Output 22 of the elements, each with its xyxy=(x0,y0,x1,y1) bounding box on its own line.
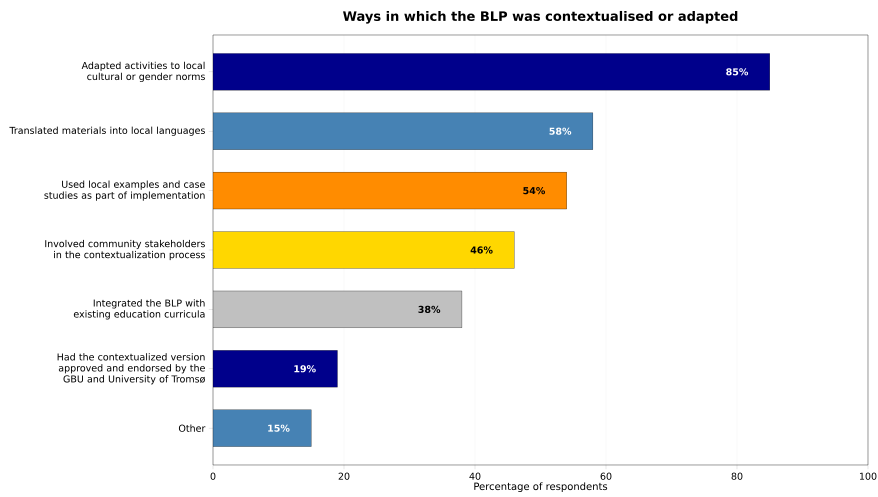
y-tick-label: Had the contextualized version approved and endorsed by the GBU and University of Tromsø xyxy=(58,353,206,384)
data-label: 58% xyxy=(550,128,572,135)
data-label: 15% xyxy=(268,424,290,432)
y-tick-label: Translated materials into local languages xyxy=(9,126,205,136)
x-tick-label: 20 xyxy=(338,472,350,480)
data-label: 38% xyxy=(418,306,440,313)
y-tick-label: Adapted activities to local cultural or gender norms xyxy=(82,62,205,82)
chart-title: Ways in which the BLP was contextualised or adapted xyxy=(343,10,738,24)
y-tick-label: Used local examples and case studies as part of implementation xyxy=(44,180,205,201)
data-label: 46% xyxy=(470,246,493,254)
x-tick-label: 40 xyxy=(469,472,480,480)
y-tick-label: Integrated the BLP with existing education curricula xyxy=(74,299,205,320)
data-label: 19% xyxy=(294,365,316,372)
x-tick-label: 60 xyxy=(600,472,612,480)
y-tick-label: Other xyxy=(178,424,206,432)
x-axis-title: Percentage of respondents xyxy=(474,482,608,492)
data-label: 85% xyxy=(726,68,748,76)
x-tick-label: 80 xyxy=(732,472,742,480)
x-tick-label: 100 xyxy=(860,472,876,480)
data-label: 54% xyxy=(523,187,546,194)
x-tick-label: 0 xyxy=(210,472,216,480)
y-tick-label: Involved community stakeholders in the contextualization process xyxy=(45,240,205,260)
